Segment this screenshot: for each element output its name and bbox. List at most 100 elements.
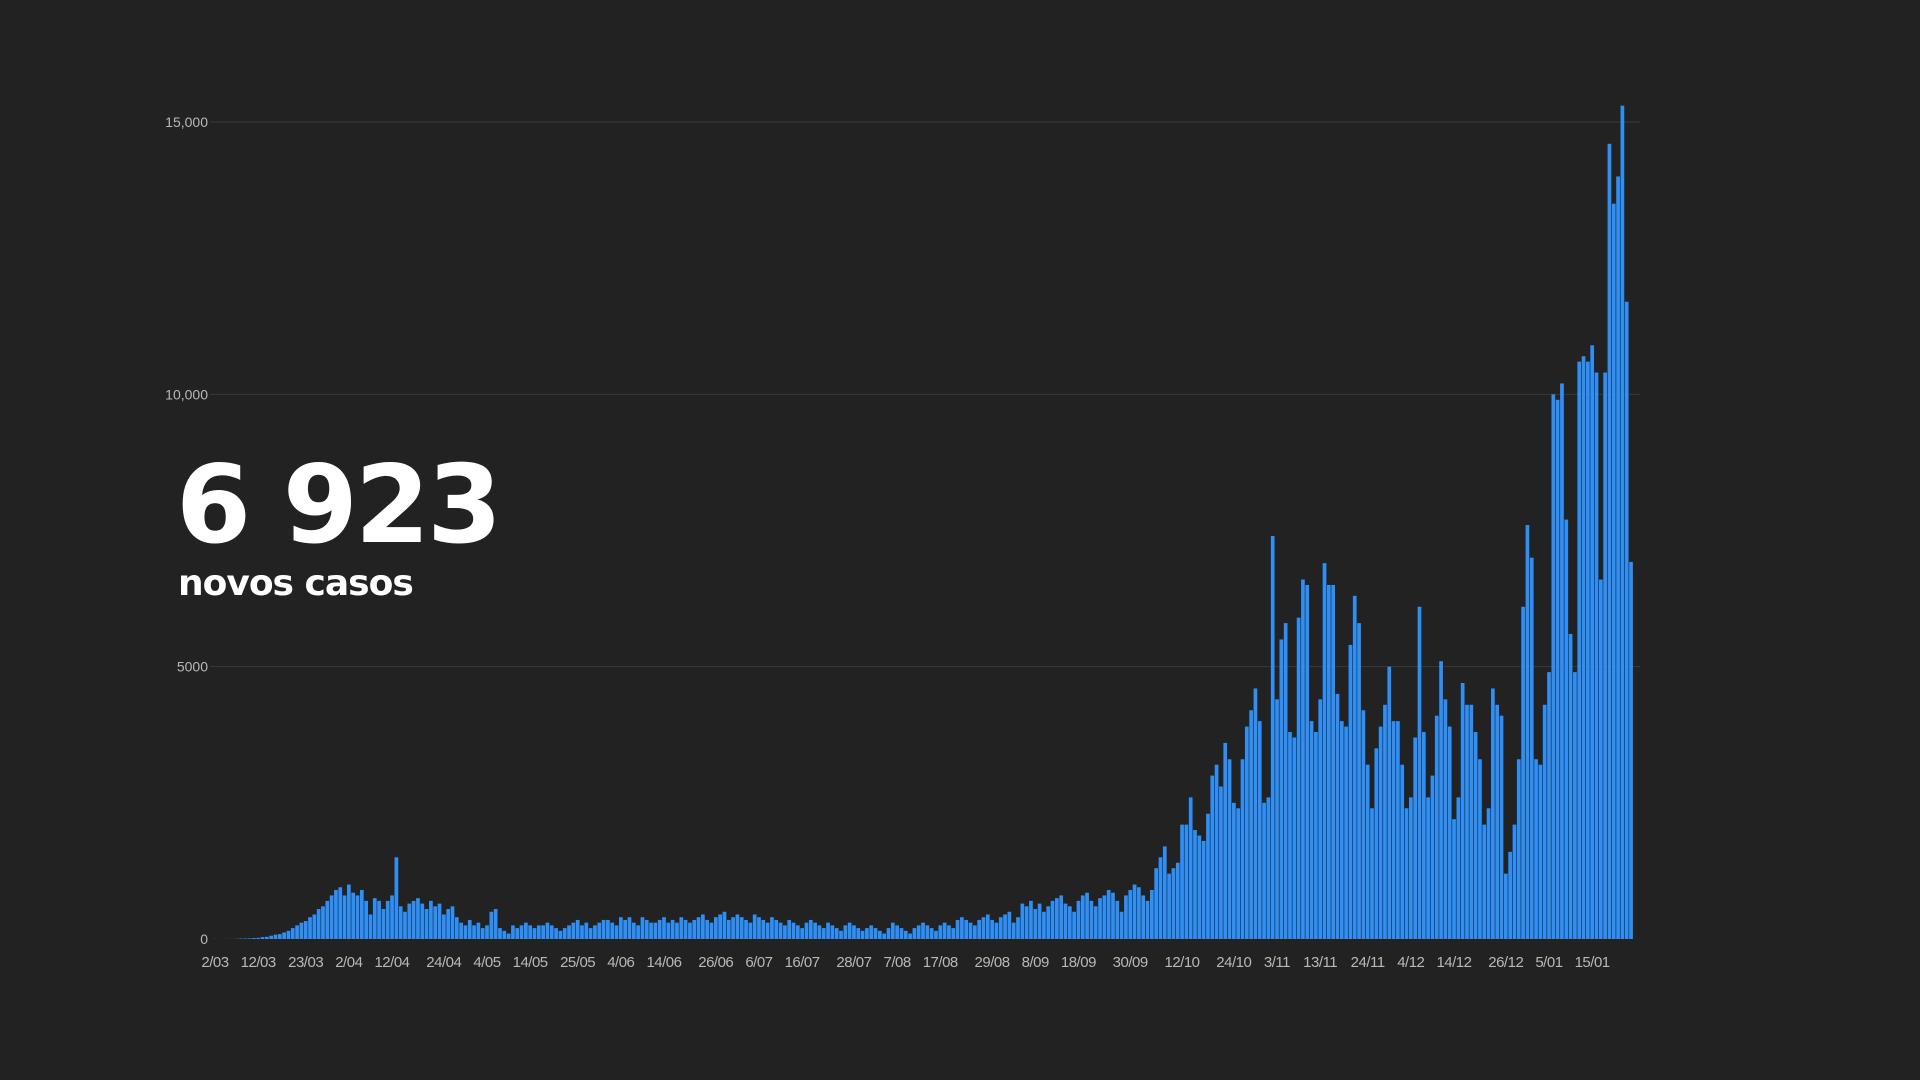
bar bbox=[757, 917, 761, 939]
bar bbox=[657, 919, 662, 939]
bar bbox=[903, 930, 908, 939]
bar bbox=[1538, 764, 1543, 939]
bars bbox=[213, 105, 1633, 940]
bar bbox=[1348, 644, 1353, 939]
bar bbox=[1275, 699, 1279, 939]
bar bbox=[1162, 846, 1167, 939]
bar bbox=[679, 917, 684, 939]
bar bbox=[1102, 895, 1107, 939]
bar bbox=[981, 917, 986, 939]
x-tick-label: 12/10 bbox=[1164, 954, 1199, 971]
bar bbox=[890, 922, 895, 939]
bar bbox=[934, 930, 938, 939]
bar bbox=[813, 922, 817, 939]
bar bbox=[739, 917, 744, 939]
bar bbox=[515, 928, 520, 939]
bar bbox=[843, 925, 848, 939]
bar bbox=[1434, 715, 1439, 939]
x-tick-label: 17/08 bbox=[923, 954, 958, 971]
bar bbox=[1391, 721, 1396, 939]
bar bbox=[817, 925, 822, 939]
bar bbox=[1473, 732, 1478, 939]
bar bbox=[1318, 699, 1323, 939]
bar bbox=[998, 917, 1003, 939]
bar bbox=[847, 922, 852, 939]
bar bbox=[1119, 911, 1124, 939]
bar bbox=[342, 895, 347, 939]
bar bbox=[433, 906, 438, 939]
bar bbox=[1426, 797, 1430, 939]
bar bbox=[834, 928, 839, 939]
bar bbox=[1357, 623, 1361, 939]
bar bbox=[575, 919, 580, 939]
bar bbox=[726, 919, 731, 939]
bar bbox=[584, 922, 589, 939]
bar bbox=[649, 922, 653, 939]
bar bbox=[549, 925, 554, 939]
bar bbox=[290, 928, 295, 939]
bar bbox=[1594, 372, 1599, 940]
bar bbox=[372, 898, 377, 939]
bar bbox=[1516, 759, 1521, 939]
bar bbox=[1266, 797, 1271, 939]
bar bbox=[1223, 742, 1228, 939]
bar bbox=[675, 922, 679, 939]
bar bbox=[489, 911, 494, 939]
bar bbox=[705, 919, 710, 939]
x-tick-label: 3/11 bbox=[1264, 954, 1290, 971]
bar bbox=[1365, 764, 1370, 939]
bar bbox=[394, 857, 399, 939]
bar bbox=[437, 903, 442, 939]
bar bbox=[1309, 721, 1314, 939]
bar bbox=[1305, 584, 1310, 939]
bar bbox=[450, 906, 455, 939]
x-tick-label: 4/12 bbox=[1397, 954, 1424, 971]
bar bbox=[347, 884, 351, 939]
bar bbox=[334, 889, 338, 939]
bar bbox=[1378, 726, 1383, 939]
bar bbox=[1361, 710, 1366, 939]
bar bbox=[1387, 666, 1392, 939]
bar bbox=[1296, 617, 1301, 939]
bar bbox=[761, 919, 766, 939]
x-tick-label: 24/10 bbox=[1216, 954, 1251, 971]
y-tick-label: 0 bbox=[200, 931, 208, 947]
bar bbox=[696, 917, 701, 939]
bar bbox=[1495, 704, 1500, 939]
bar bbox=[1067, 906, 1072, 939]
bar bbox=[1188, 797, 1193, 939]
bar bbox=[265, 936, 269, 939]
bar bbox=[662, 917, 666, 939]
bar bbox=[1335, 693, 1340, 939]
bar bbox=[1603, 372, 1607, 940]
bar bbox=[562, 928, 567, 939]
x-tick-label: 4/06 bbox=[607, 954, 634, 971]
bar bbox=[778, 922, 783, 939]
bar bbox=[1598, 579, 1603, 939]
bar bbox=[856, 928, 861, 939]
bar bbox=[1430, 775, 1435, 939]
bar bbox=[1456, 797, 1461, 939]
bar bbox=[1469, 704, 1474, 939]
bar bbox=[1478, 759, 1482, 939]
bar bbox=[1270, 535, 1275, 939]
bar bbox=[977, 919, 982, 939]
bar bbox=[411, 900, 416, 939]
bar bbox=[765, 922, 770, 939]
bar bbox=[385, 900, 390, 939]
bar bbox=[1085, 892, 1089, 939]
bar bbox=[972, 925, 977, 939]
bar bbox=[446, 909, 451, 939]
bar bbox=[442, 914, 446, 939]
bar bbox=[325, 900, 330, 939]
bar bbox=[485, 925, 489, 939]
bar bbox=[1236, 808, 1241, 939]
bar bbox=[731, 917, 735, 939]
bar bbox=[1111, 892, 1115, 939]
bar bbox=[701, 914, 705, 939]
bar bbox=[1201, 840, 1206, 939]
x-tick-label: 14/06 bbox=[646, 954, 681, 971]
bar bbox=[407, 903, 412, 939]
bar bbox=[571, 922, 576, 939]
